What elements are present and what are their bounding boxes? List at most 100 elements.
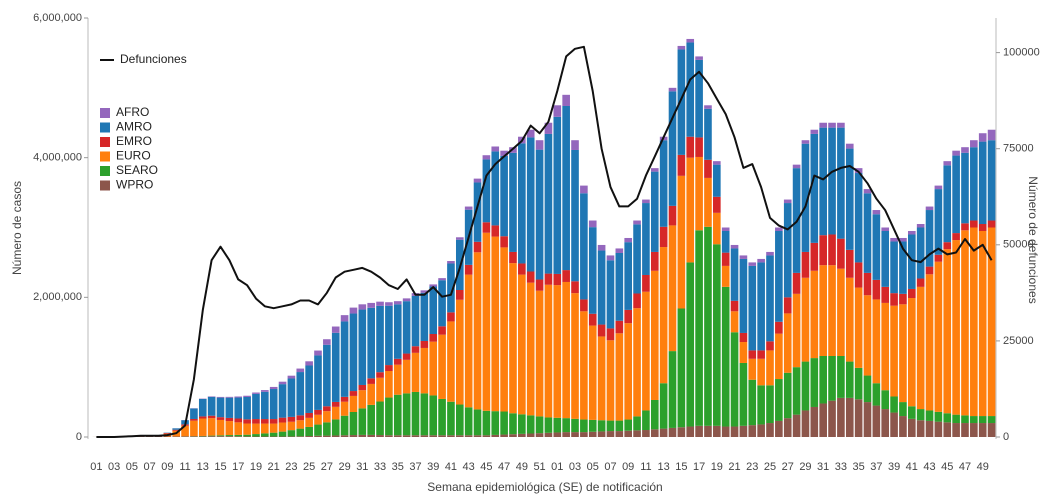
bar-segment <box>225 421 234 436</box>
bar-segment <box>358 309 367 385</box>
bar-segment <box>509 434 517 437</box>
bar-segment <box>934 421 943 437</box>
bar-segment <box>907 230 916 235</box>
bar-segment <box>757 258 765 263</box>
bar-segment <box>323 406 331 412</box>
y-axis-title: Número de casos <box>10 181 24 275</box>
bar-segment <box>464 435 473 437</box>
x-tick-label: 21 <box>728 461 740 473</box>
bar-segment <box>633 430 641 437</box>
bar-segment <box>606 431 615 437</box>
bar-segment <box>961 230 969 416</box>
bar-segment <box>535 279 544 291</box>
legend-label: AMRO <box>116 120 152 134</box>
bar-segment <box>349 307 358 314</box>
bar-segment <box>234 422 243 435</box>
bar-segment <box>252 393 260 420</box>
bar-segment <box>721 252 730 266</box>
legend-swatch <box>100 180 110 191</box>
bar-segment <box>925 266 934 275</box>
bar-segment <box>792 164 801 169</box>
bar-segment <box>987 423 996 437</box>
bar-segment <box>970 423 978 437</box>
legend-swatch <box>100 166 110 176</box>
bar-segment <box>633 293 641 309</box>
bar-segment <box>340 321 349 397</box>
bar-segment <box>331 406 340 420</box>
bar-segment <box>970 147 978 221</box>
bar-segment <box>854 173 863 263</box>
bar-segment <box>243 434 251 437</box>
bar-segment <box>393 304 402 359</box>
bar-segment <box>952 155 960 234</box>
bar-segment <box>314 355 322 410</box>
bar-segment <box>792 293 801 368</box>
bar-segment <box>748 265 757 351</box>
bar-segment <box>659 140 668 227</box>
y2-axis-title: Número de defunciones <box>1026 176 1040 303</box>
bar-segment <box>367 307 375 379</box>
bar-segment <box>828 355 836 401</box>
bar-segment <box>615 333 624 421</box>
bar-segment <box>987 140 996 221</box>
bar-segment <box>943 242 952 250</box>
bar-segment <box>402 353 411 360</box>
bar-segment <box>721 230 730 253</box>
bar-segment <box>580 299 588 312</box>
bar-segment <box>970 227 978 417</box>
bar-segment <box>863 189 872 194</box>
bar-segment <box>243 423 251 435</box>
bar-segment <box>198 418 207 436</box>
bar-segment <box>473 182 482 242</box>
bar-segment <box>695 137 703 157</box>
legend-label: EURO <box>116 149 151 163</box>
bar-segment <box>526 129 535 138</box>
bar-segment <box>783 418 792 437</box>
bar-segment <box>535 149 544 280</box>
bar-segment <box>783 297 792 314</box>
bar-segment <box>358 408 367 435</box>
bar-segment <box>243 396 251 420</box>
bar-segment <box>509 251 517 264</box>
bar-segment <box>925 274 934 411</box>
bar-segment <box>402 393 411 436</box>
bar-segment <box>837 268 845 356</box>
bar-segment <box>828 234 836 266</box>
bar-segment <box>323 422 331 436</box>
bar-segment <box>562 432 570 437</box>
bar-segment <box>269 432 278 437</box>
bar-segment <box>916 224 925 228</box>
bar-segment <box>243 395 251 397</box>
bar-segment <box>890 241 898 294</box>
bar-segment <box>544 122 553 134</box>
bar-segment <box>376 372 384 378</box>
bar-segment <box>447 401 455 436</box>
x-tick-label: 25 <box>303 461 315 473</box>
bar-segment <box>588 325 597 420</box>
bar-segment <box>863 375 872 403</box>
bar-segment <box>766 350 774 386</box>
x-tick-label: 41 <box>906 461 918 473</box>
bar-segment <box>420 347 429 394</box>
x-tick-label: 03 <box>569 461 581 473</box>
bar-segment <box>943 422 952 437</box>
bar-segment <box>225 417 234 422</box>
bar-segment <box>580 193 588 300</box>
bar-segment <box>819 127 827 236</box>
bar-segment <box>553 116 562 274</box>
bar-segment <box>447 312 455 322</box>
bar-segment <box>686 262 695 427</box>
bar-segment <box>899 293 907 305</box>
bar-segment <box>438 398 446 436</box>
bar-segment <box>872 383 881 406</box>
bar-segment <box>668 87 677 92</box>
bar-segment <box>633 416 641 431</box>
bar-segment <box>482 232 491 411</box>
bar-segment <box>748 379 757 426</box>
bar-segment <box>278 417 287 423</box>
bar-segment <box>961 223 969 231</box>
bar-segment <box>695 56 703 60</box>
bar-segment <box>198 398 207 417</box>
bar-segment <box>429 286 438 334</box>
